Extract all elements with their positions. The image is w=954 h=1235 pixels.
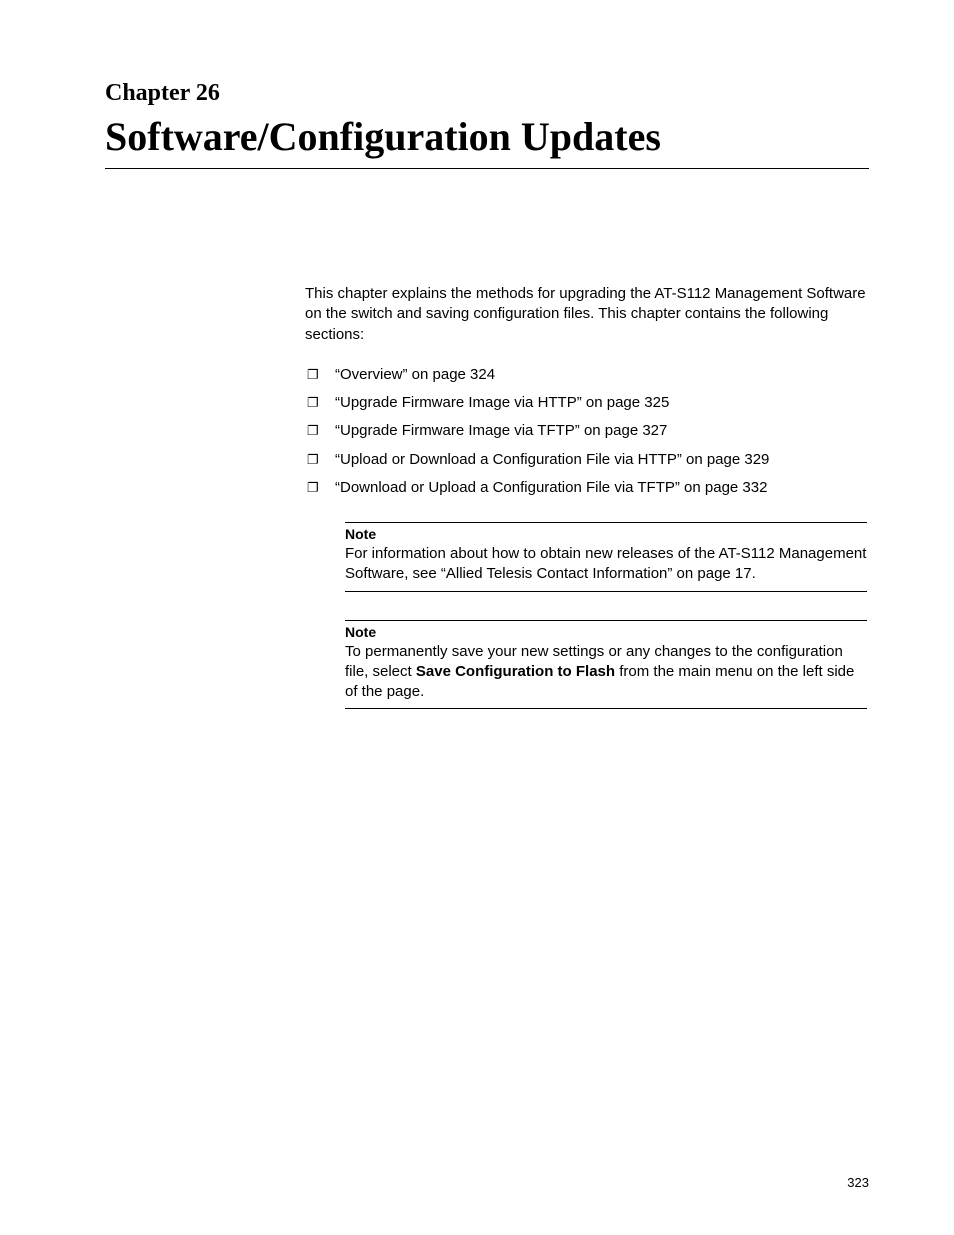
note-block: Note To permanently save your new settin… bbox=[345, 620, 867, 710]
section-link[interactable]: “Upgrade Firmware Image via TFTP” on pag… bbox=[305, 421, 869, 441]
note-rule bbox=[345, 591, 867, 592]
note-block: Note For information about how to obtain… bbox=[345, 522, 867, 592]
intro-paragraph: This chapter explains the methods for up… bbox=[305, 284, 869, 345]
section-link[interactable]: “Upgrade Firmware Image via HTTP” on pag… bbox=[305, 393, 869, 413]
note-text: For information about how to obtain new … bbox=[345, 545, 866, 582]
chapter-label: Chapter 26 bbox=[105, 80, 869, 107]
body-area: This chapter explains the methods for up… bbox=[305, 284, 869, 709]
note-body: To permanently save your new settings or… bbox=[345, 642, 867, 703]
section-link[interactable]: “Download or Upload a Configuration File… bbox=[305, 478, 869, 498]
note-rule bbox=[345, 522, 867, 523]
section-link[interactable]: “Upload or Download a Configuration File… bbox=[305, 450, 869, 470]
sections-list: “Overview” on page 324 “Upgrade Firmware… bbox=[305, 365, 869, 498]
page-number: 323 bbox=[847, 1175, 869, 1190]
note-heading: Note bbox=[345, 526, 867, 542]
note-rule bbox=[345, 620, 867, 621]
note-body: For information about how to obtain new … bbox=[345, 544, 867, 585]
note-heading: Note bbox=[345, 624, 867, 640]
chapter-title: Software/Configuration Updates bbox=[105, 113, 869, 169]
note-text-bold: Save Configuration to Flash bbox=[416, 663, 615, 680]
note-rule bbox=[345, 708, 867, 709]
section-link[interactable]: “Overview” on page 324 bbox=[305, 365, 869, 385]
document-page: Chapter 26 Software/Configuration Update… bbox=[0, 0, 954, 1235]
